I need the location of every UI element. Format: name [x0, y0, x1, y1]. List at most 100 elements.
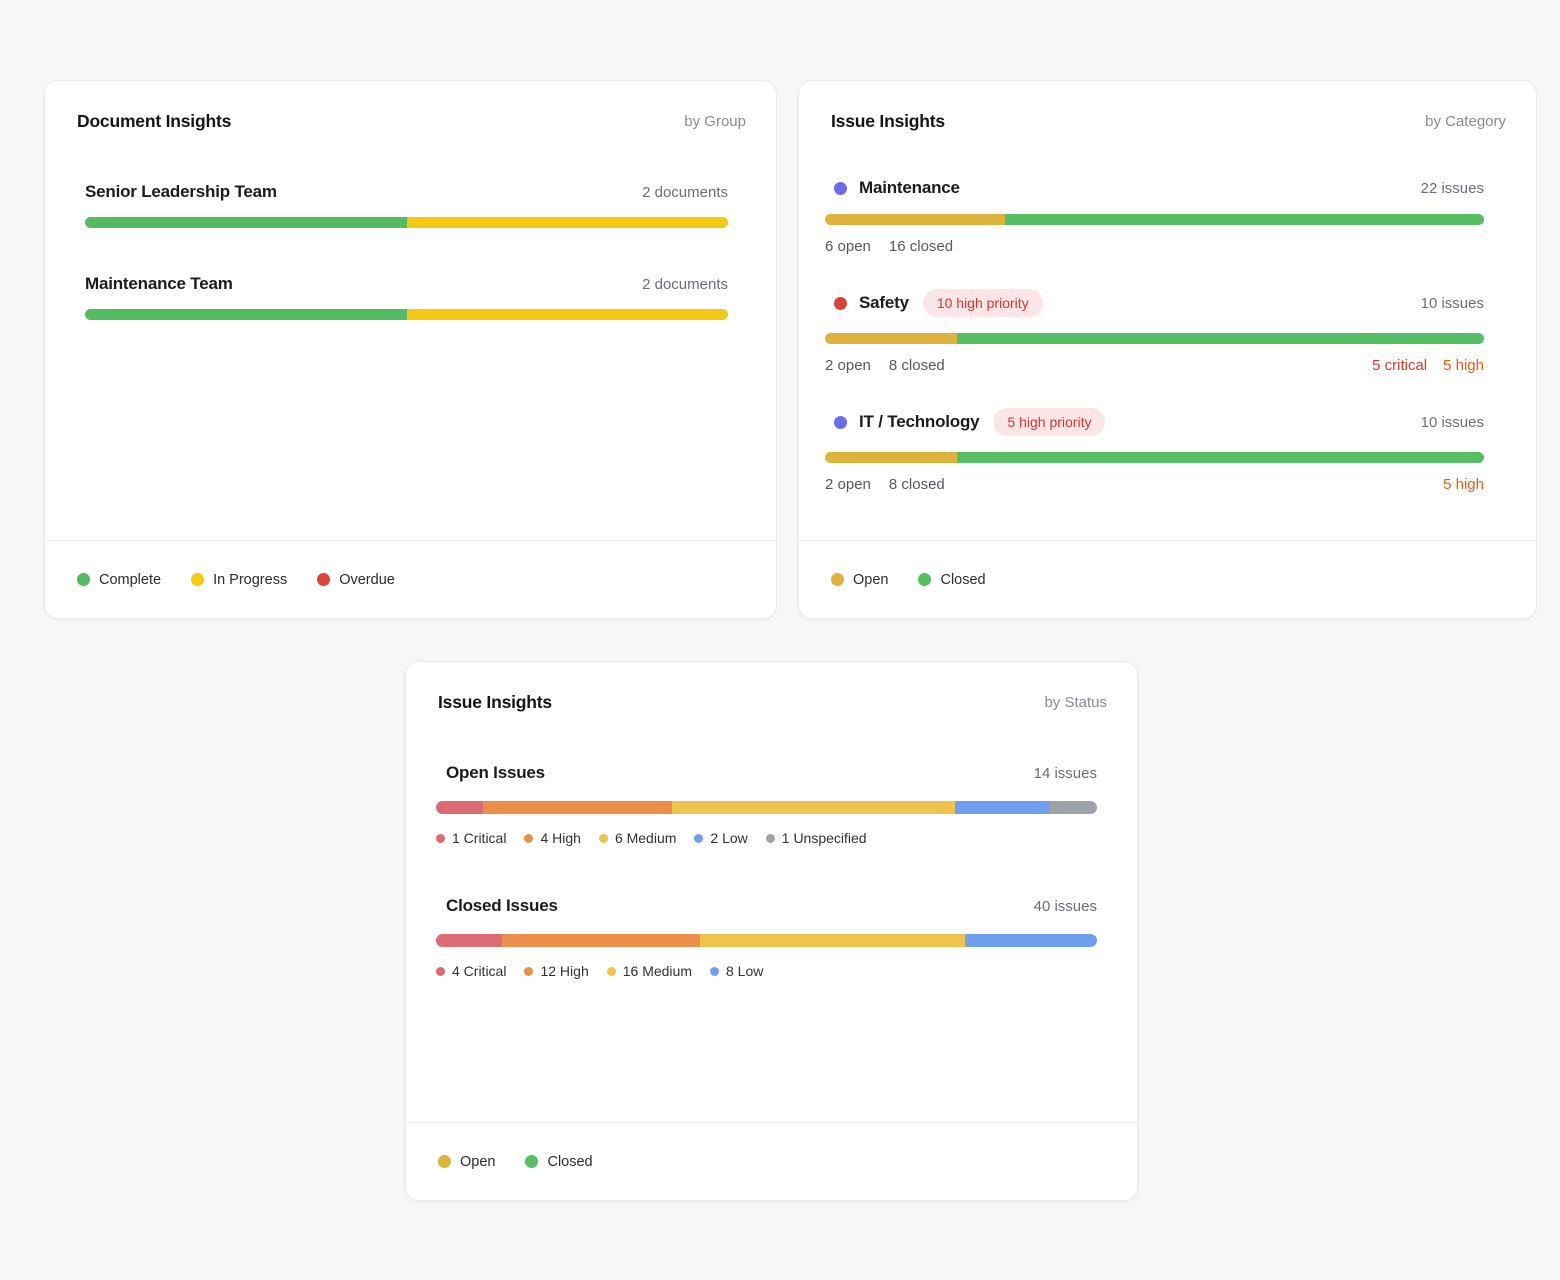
stacked-progress-bar	[825, 452, 1484, 463]
stacked-progress-bar	[436, 801, 1097, 814]
document-insights-card: Document Insights by Group Senior Leader…	[44, 80, 777, 619]
high-priority-badge: 10 high priority	[922, 289, 1043, 317]
open-segment	[825, 333, 957, 344]
priority-legend-label: 4 High	[540, 830, 581, 846]
open-closed-legend: Open Closed	[438, 1154, 593, 1170]
8 Low-segment	[964, 934, 1097, 947]
priority-count-text: 5 high	[1443, 476, 1484, 493]
priority-legend-dot	[436, 833, 445, 843]
count-text: 8 closed	[888, 357, 945, 374]
open-legend-dot	[438, 1155, 451, 1168]
category-row-header: Safety 10 high priority 10 issues	[825, 289, 1484, 317]
priority-legend-label: 2 Low	[710, 830, 748, 846]
legend-label: Overdue	[339, 571, 395, 588]
status-row-header: Open Issues 14 issues	[436, 763, 1097, 783]
closed-legend-dot	[918, 573, 932, 586]
status-label: Closed Issues	[446, 896, 558, 915]
complete-segment	[85, 217, 407, 228]
category-dot	[834, 415, 847, 429]
category-row: IT / Technology 5 high priority 10 issues 2…	[825, 408, 1484, 493]
card-footer: Open Closed	[799, 540, 1536, 618]
closed-legend-dot	[525, 1155, 539, 1168]
count-text: 8 closed	[888, 476, 945, 493]
card-title: Issue Insights	[438, 692, 552, 712]
legend-item: Overdue	[317, 572, 395, 588]
open-closed-counts: 2 open 8 closed	[825, 476, 945, 493]
stacked-progress-bar	[85, 217, 728, 228]
issue-insights-by-status-card: Issue Insights by Status Open Issues 14 i…	[405, 661, 1138, 1201]
in-progress-segment	[406, 217, 728, 228]
priority-legend-item: 1 Critical	[436, 830, 506, 846]
group-label: Senior Leadership Team	[85, 182, 277, 201]
stacked-progress-bar	[825, 214, 1484, 225]
priority-legend-dot	[598, 833, 608, 843]
high-priority-badge: 5 high priority	[993, 408, 1106, 436]
card-header: Document Insights by Group	[45, 81, 776, 132]
category-dot	[834, 181, 847, 195]
document-count: 2 documents	[642, 276, 728, 293]
12 High-segment	[502, 934, 701, 947]
category-row-subtext: 2 open 8 closed 5 high	[825, 476, 1484, 493]
card-footer: Open Closed	[406, 1122, 1137, 1200]
legend-label: Complete	[99, 571, 162, 588]
complete-legend-dot	[77, 573, 90, 586]
priority-legend-dot	[710, 966, 719, 976]
2 Low-segment	[955, 801, 1050, 814]
closed-segment	[1004, 214, 1484, 225]
priority-legend-dot	[436, 966, 445, 976]
category-row: Maintenance 22 issues 6 open 16 closed	[825, 178, 1484, 255]
legend-item: Open	[831, 572, 888, 588]
view-by-category-label: by Category	[1425, 113, 1506, 130]
issue-count: 10 issues	[1420, 294, 1484, 312]
priority-legend-label: 4 Critical	[452, 963, 507, 979]
category-rows: Maintenance 22 issues 6 open 16 closed Safet…	[799, 178, 1536, 493]
card-header: Issue Insights by Status	[406, 662, 1137, 713]
priority-legend-item: 16 Medium	[606, 963, 692, 979]
priority-legend-dot	[524, 833, 534, 843]
issue-count: 22 issues	[1420, 179, 1484, 197]
group-row-header: Maintenance Team 2 documents	[85, 274, 728, 294]
priority-legend-item: 8 Low	[710, 963, 763, 979]
open-closed-legend: Open Closed	[831, 572, 986, 588]
stacked-progress-bar	[436, 934, 1097, 947]
priority-legend-dot	[694, 833, 704, 843]
count-text: 2 open	[825, 476, 871, 493]
legend-item: Open	[438, 1154, 495, 1170]
priority-legend-label: 1 Unspecified	[781, 830, 867, 846]
category-dot	[834, 296, 847, 310]
priority-legend-item: 4 High	[524, 830, 581, 846]
6 Medium-segment	[672, 801, 956, 814]
priority-breakdown-legend: 4 Critical 12 High 16 Medium 8 Low	[436, 963, 1097, 979]
category-row-subtext: 2 open 8 closed 5 critical 5 high	[825, 357, 1484, 374]
legend-item: In Progress	[191, 572, 287, 588]
count-text: 6 open	[825, 238, 871, 255]
priority-legend-dot	[524, 966, 534, 976]
priority-counts: 5 high	[1443, 476, 1484, 493]
legend-item: Closed	[525, 1154, 593, 1170]
priority-legend-label: 8 Low	[726, 963, 764, 979]
stacked-progress-bar	[85, 309, 728, 320]
priority-count-text: 5 critical	[1372, 357, 1428, 374]
legend-item: Complete	[77, 572, 161, 588]
overdue-legend-dot	[317, 573, 331, 586]
priority-legend-label: 1 Critical	[452, 830, 507, 846]
status-rows: Open Issues 14 issues 1 Critical 4 High 6 Me…	[406, 763, 1137, 979]
priority-legend-item: 4 Critical	[436, 963, 506, 979]
closed-segment	[956, 452, 1484, 463]
priority-legend-dot	[606, 966, 616, 976]
complete-segment	[85, 309, 407, 320]
category-row-subtext: 6 open 16 closed	[825, 238, 1484, 255]
1 Unspecified-segment	[1049, 801, 1097, 814]
document-status-legend: Complete In Progress Overdue	[77, 572, 395, 588]
open-segment	[825, 452, 957, 463]
category-label: IT / Technology	[859, 412, 980, 431]
view-by-group-label: by Group	[684, 113, 746, 130]
issue-insights-by-category-card: Issue Insights by Category Maintenance 22…	[798, 80, 1537, 619]
count-text: 16 closed	[888, 238, 954, 255]
card-footer: Complete In Progress Overdue	[45, 540, 776, 618]
priority-count-text: 5 high	[1443, 357, 1484, 374]
group-label: Maintenance Team	[85, 274, 233, 293]
category-label: Maintenance	[859, 178, 960, 197]
group-row: Senior Leadership Team 2 documents	[85, 182, 728, 228]
